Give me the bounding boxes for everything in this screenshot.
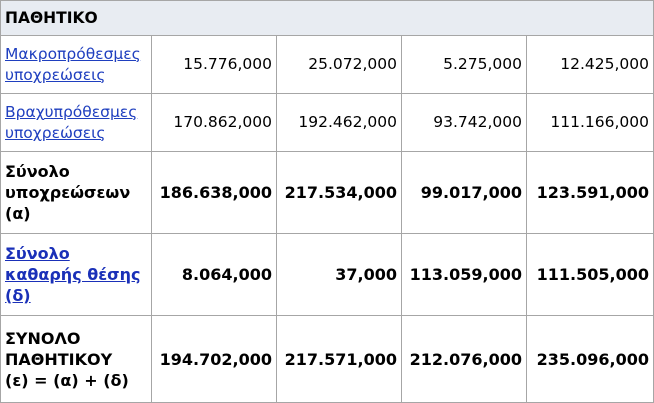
value-cell: 37,000 <box>276 233 402 316</box>
value-cell: 25.072,000 <box>276 35 402 94</box>
row-label-cell: Βραχυπρόθεσμες υποχρεώσεις <box>0 93 152 152</box>
value-cell: 235.096,000 <box>525 315 654 403</box>
table-row-long-term-liabilities: Μακροπρόθεσμες υποχρεώσεις 15.776,000 25… <box>0 35 654 94</box>
value-cell: 111.505,000 <box>525 233 654 316</box>
total-liabilities-label: Σύνολο υποχρεώσεων (α) <box>5 162 131 223</box>
value-cell: 99.017,000 <box>401 151 527 234</box>
section-title: ΠΑΘΗΤΙΚΟ <box>0 0 654 36</box>
value-cell: 217.534,000 <box>276 151 402 234</box>
value-cell: 212.076,000 <box>401 315 527 403</box>
value-cell: 93.742,000 <box>401 93 527 152</box>
value-cell: 5.275,000 <box>401 35 527 94</box>
value-cell: 194.702,000 <box>151 315 277 403</box>
value-cell: 123.591,000 <box>525 151 654 234</box>
value-cell: 170.862,000 <box>151 93 277 152</box>
value-cell: 186.638,000 <box>151 151 277 234</box>
value-cell: 192.462,000 <box>276 93 402 152</box>
value-cell: 217.571,000 <box>276 315 402 403</box>
table-row-total-liabilities-and-equity: ΣΥΝΟΛΟ ΠΑΘΗΤΙΚΟΥ (ε) = (α) + (δ) 194.702… <box>0 315 654 403</box>
value-cell: 12.425,000 <box>525 35 654 94</box>
table-row-total-equity: Σύνολο καθαρής θέσης (δ) 8.064,000 37,00… <box>0 233 654 316</box>
value-cell: 113.059,000 <box>401 233 527 316</box>
value-cell: 15.776,000 <box>151 35 277 94</box>
table-row-total-liabilities: Σύνολο υποχρεώσεων (α) 186.638,000 217.5… <box>0 151 654 234</box>
row-label-cell: ΣΥΝΟΛΟ ΠΑΘΗΤΙΚΟΥ (ε) = (α) + (δ) <box>0 315 152 403</box>
total-equity-link[interactable]: Σύνολο καθαρής θέσης (δ) <box>5 244 141 305</box>
row-label-cell: Σύνολο υποχρεώσεων (α) <box>0 151 152 234</box>
long-term-liabilities-link[interactable]: Μακροπρόθεσμες υποχρεώσεις <box>5 44 141 84</box>
value-cell: 111.166,000 <box>525 93 654 152</box>
header-row: ΠΑΘΗΤΙΚΟ <box>0 0 654 36</box>
row-label-cell: Σύνολο καθαρής θέσης (δ) <box>0 233 152 316</box>
value-cell: 8.064,000 <box>151 233 277 316</box>
short-term-liabilities-link[interactable]: Βραχυπρόθεσμες υποχρεώσεις <box>5 102 138 142</box>
table-row-short-term-liabilities: Βραχυπρόθεσμες υποχρεώσεις 170.862,000 1… <box>0 93 654 152</box>
row-label-cell: Μακροπρόθεσμες υποχρεώσεις <box>0 35 152 94</box>
grand-total-label: ΣΥΝΟΛΟ ΠΑΘΗΤΙΚΟΥ (ε) = (α) + (δ) <box>5 328 129 390</box>
